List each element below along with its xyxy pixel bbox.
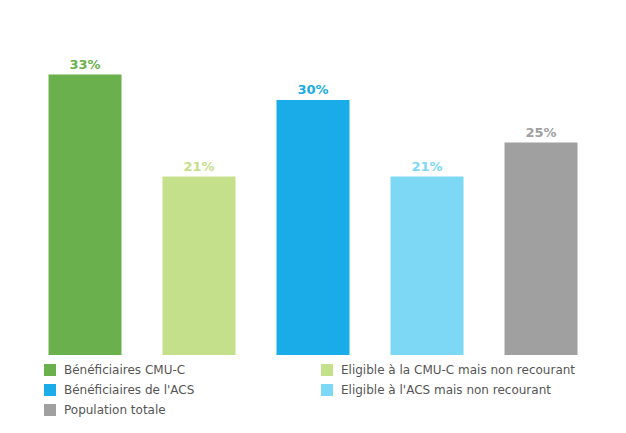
html-text:Eligible à la CMU-C mais non r: Eligible à la CMU-C mais non recourant [341,363,576,377]
svg-text:30%: 30% [297,82,328,97]
html-text:Eligible à l'ACS mais non reco: Eligible à l'ACS mais non recourant [341,383,551,397]
html-text:Bénéficiaires CMU-C: Bénéficiaires CMU-C [64,363,186,377]
svg-text:33%: 33% [69,57,100,72]
svg-text:25%: 25% [525,125,556,140]
html-text:Population totale: Population totale [64,403,166,417]
svg-text:21%: 21% [411,159,442,174]
svg-text:21%: 21% [183,159,214,174]
html-text:Bénéficiaires de l'ACS: Bénéficiaires de l'ACS [64,383,195,397]
